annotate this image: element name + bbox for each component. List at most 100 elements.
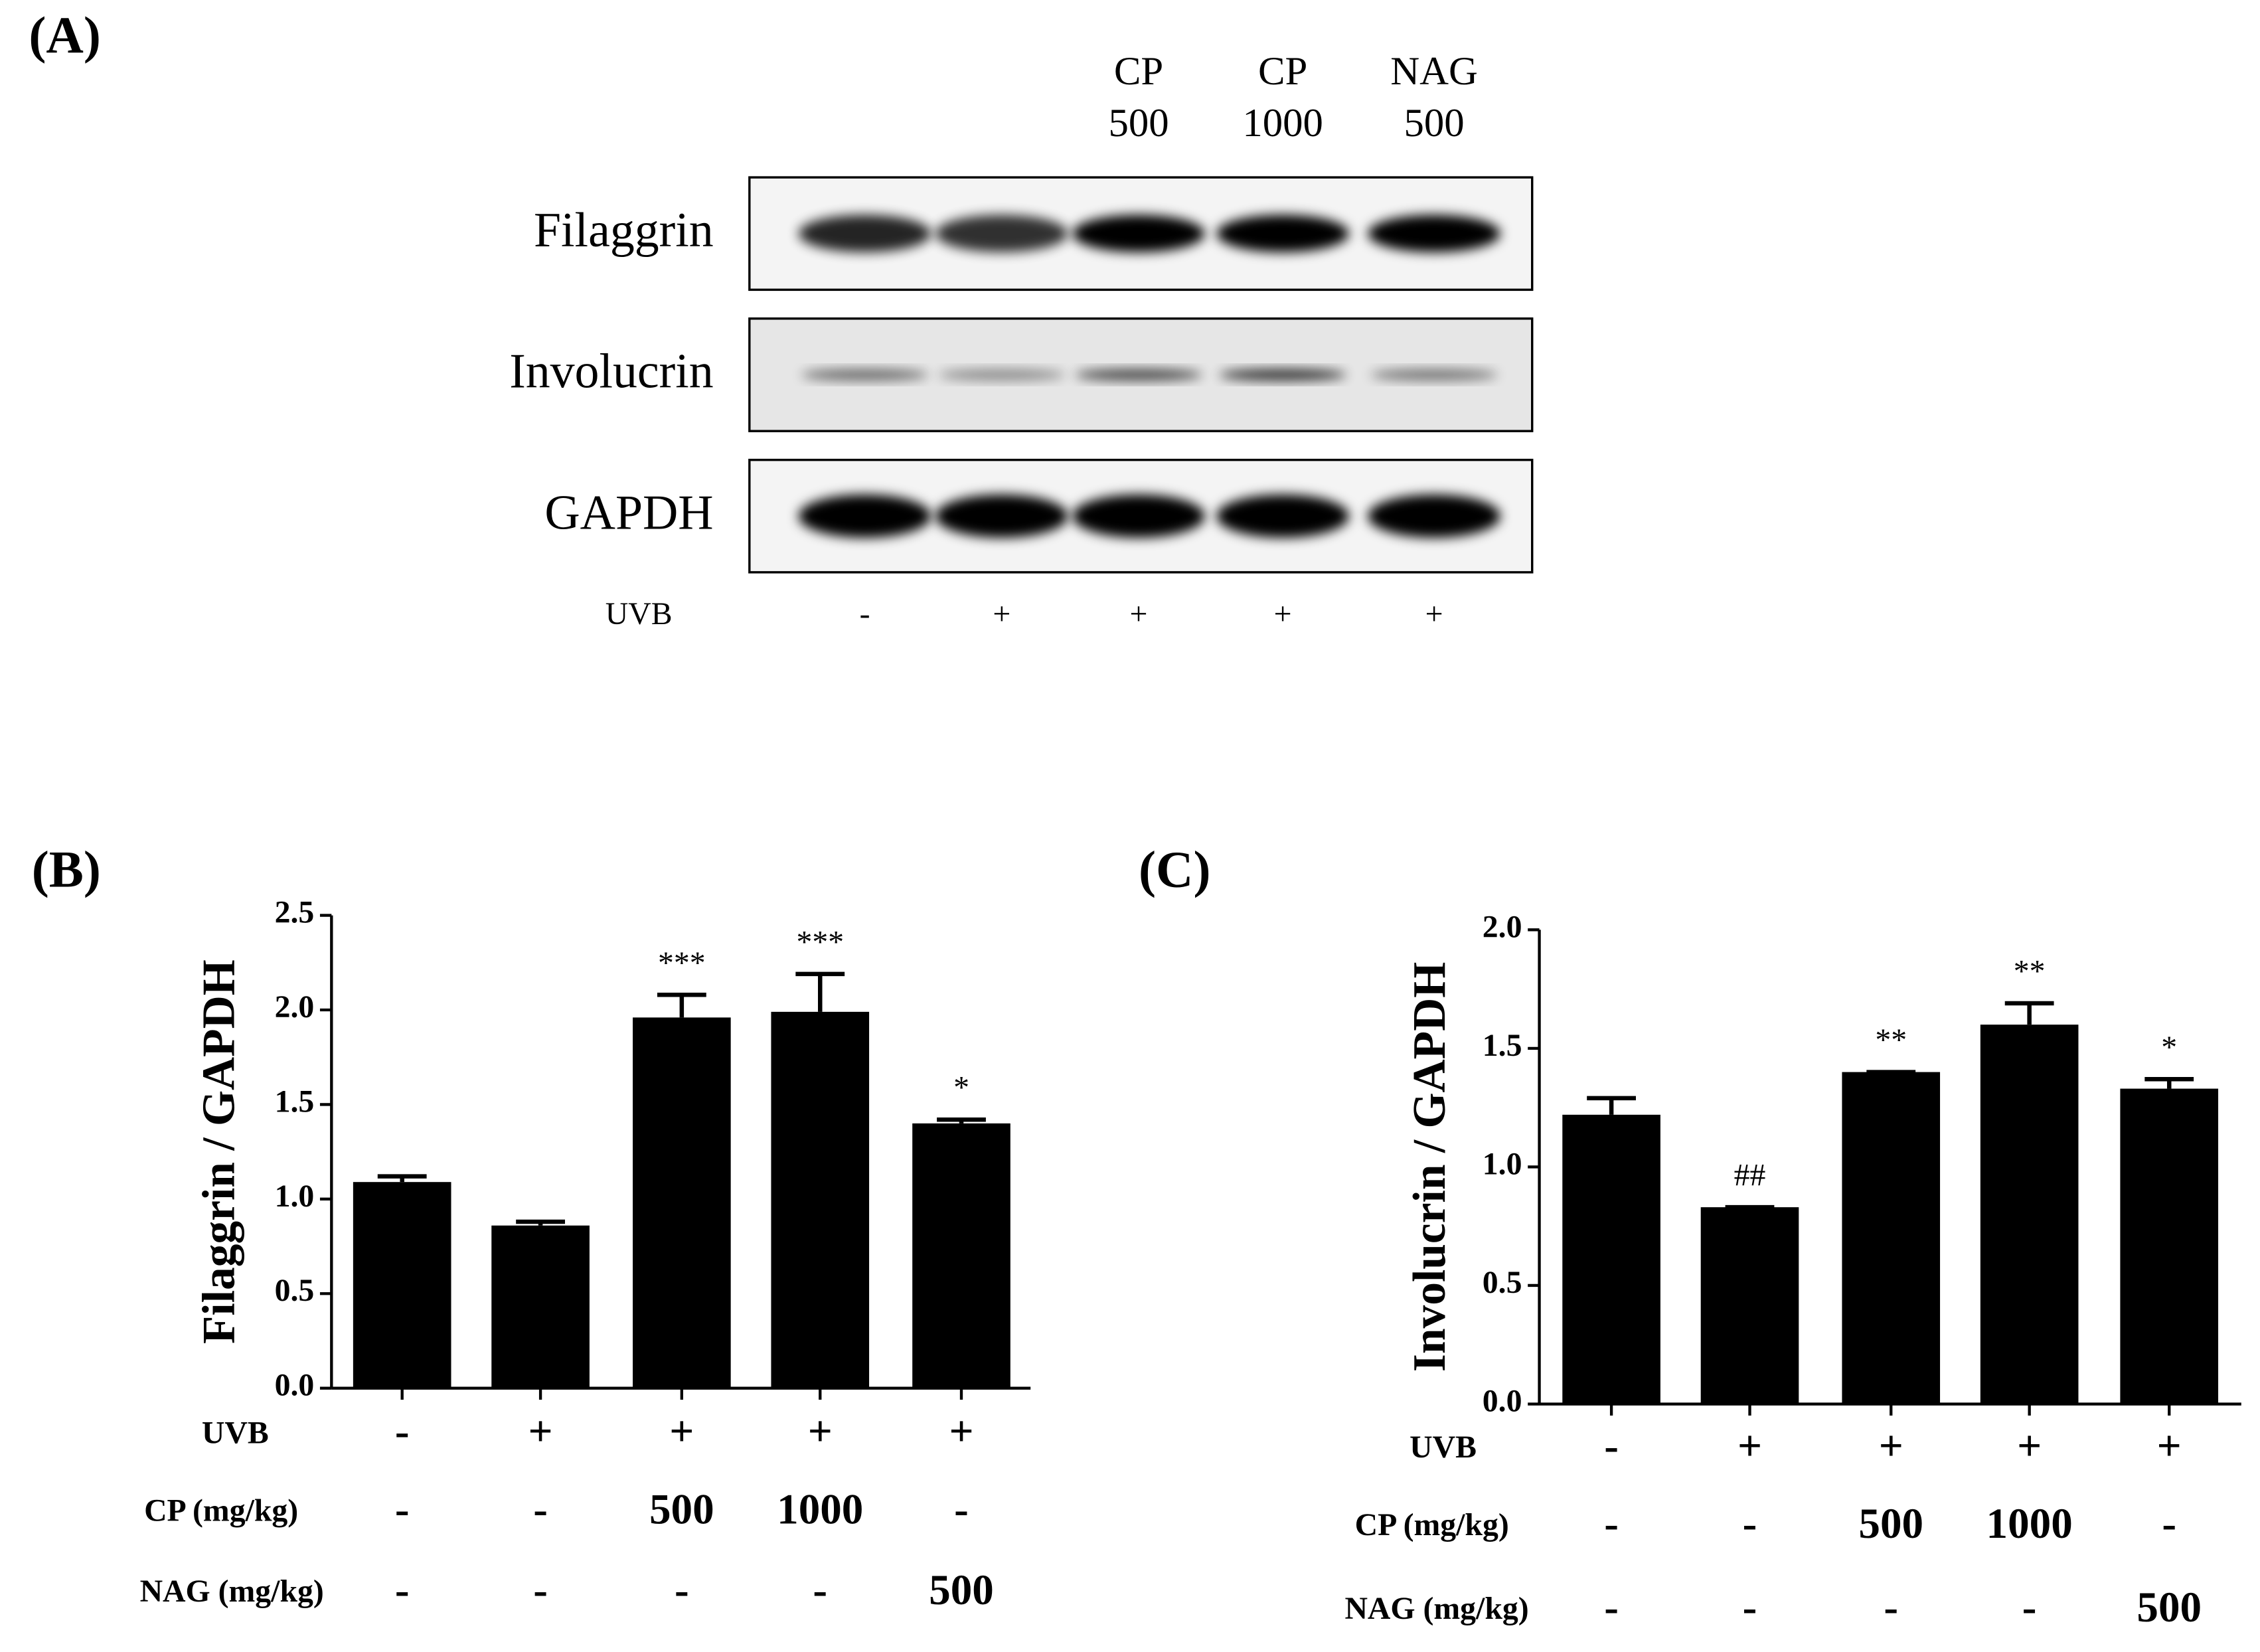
treatment-label: CP (mg/kg) (1355, 1507, 1509, 1542)
blot-band (1216, 494, 1349, 538)
chart-title: (B) (32, 841, 101, 898)
significance-label: *** (796, 924, 844, 959)
treatment-value: - (2022, 1584, 2037, 1631)
blot-frame (748, 458, 1534, 574)
lane-header: 500 (1404, 101, 1464, 145)
blot-band (1216, 214, 1349, 252)
blot-band (798, 214, 931, 252)
y-tick-label: 0.5 (1483, 1265, 1522, 1300)
y-tick-label: 1.5 (1483, 1028, 1522, 1063)
lane-header: 1000 (1242, 101, 1323, 145)
treatment-value: - (675, 1566, 689, 1614)
y-tick-label: 1.5 (275, 1084, 315, 1119)
treatment-label: NAG (mg/kg) (1344, 1591, 1528, 1626)
treatment-value: - (1604, 1500, 1619, 1548)
blot-band (798, 494, 931, 538)
treatment-value: - (1743, 1584, 1757, 1631)
treatment-value: - (813, 1566, 827, 1614)
bar (633, 1017, 731, 1388)
treatment-label: UVB (605, 596, 673, 631)
treatment-value: - (1604, 1422, 1619, 1470)
bar (771, 1011, 870, 1388)
treatment-value: + (808, 1408, 833, 1455)
treatment-value: - (1884, 1584, 1898, 1631)
bar (1700, 1207, 1799, 1404)
treatment-value: - (533, 1566, 548, 1614)
blot-frame (748, 176, 1534, 291)
treatment-value: - (860, 596, 870, 631)
treatment-value: - (395, 1485, 410, 1533)
blot-row-label: Filaggrin (534, 203, 714, 257)
treatment-value: 500 (929, 1566, 994, 1614)
y-tick-label: 0.0 (275, 1368, 315, 1403)
treatment-value: - (2162, 1500, 2176, 1548)
y-tick-label: 1.0 (1483, 1146, 1522, 1181)
y-tick-label: 2.5 (275, 895, 315, 930)
significance-label: * (953, 1070, 969, 1106)
treatment-label: UVB (202, 1415, 269, 1450)
lane-header: 500 (1108, 101, 1169, 145)
y-tick-label: 2.0 (1483, 909, 1522, 944)
treatment-label: NAG (mg/kg) (140, 1574, 324, 1609)
treatment-value: - (1604, 1584, 1619, 1631)
treatment-value: - (1743, 1500, 1757, 1548)
bar (1980, 1025, 2079, 1404)
treatment-value: + (993, 596, 1010, 631)
y-axis-label: Filaggrin / GAPDH (193, 959, 244, 1344)
y-tick-label: 2.0 (275, 989, 315, 1025)
treatment-value: 1000 (777, 1485, 863, 1533)
significance-label: *** (658, 946, 706, 981)
treatment-value: - (533, 1485, 548, 1533)
treatment-value: + (1130, 596, 1148, 631)
treatment-value: - (954, 1485, 969, 1533)
bar (491, 1225, 590, 1388)
treatment-value: + (669, 1408, 694, 1455)
bar (2120, 1088, 2219, 1404)
blot-band (1075, 369, 1202, 381)
blot-band (935, 214, 1068, 252)
blot-band (935, 494, 1068, 538)
treatment-value: + (949, 1408, 973, 1455)
blot-band (1072, 214, 1205, 252)
blot-row-label: Involucrin (509, 344, 713, 398)
treatment-label: UVB (1410, 1430, 1477, 1465)
y-axis-label: Involucrin / GAPDH (1404, 962, 1455, 1372)
significance-label: ** (1875, 1023, 1907, 1058)
lane-header: CP (1114, 49, 1163, 94)
treatment-value: + (2017, 1422, 2042, 1470)
y-tick-label: 1.0 (275, 1179, 315, 1214)
treatment-value: 1000 (1986, 1500, 2073, 1548)
blot-band (801, 369, 929, 381)
y-tick-label: 0.5 (275, 1273, 315, 1308)
blot-band (1219, 369, 1346, 381)
treatment-value: 500 (1858, 1500, 1923, 1548)
blot-row-label: GAPDH (544, 485, 713, 539)
y-tick-label: 0.0 (1483, 1383, 1522, 1418)
treatment-value: + (1274, 596, 1292, 631)
blot-frame (748, 317, 1534, 432)
treatment-value: + (1425, 596, 1443, 631)
lane-header: NAG (1390, 49, 1478, 94)
significance-label: ## (1734, 1158, 1766, 1193)
treatment-value: + (1879, 1422, 1903, 1470)
blot-band (1370, 369, 1498, 381)
significance-label: * (2161, 1030, 2177, 1065)
treatment-value: - (395, 1566, 410, 1614)
bar (912, 1123, 1010, 1388)
treatment-value: + (528, 1408, 553, 1455)
treatment-value: + (1737, 1422, 1762, 1470)
blot-band (1072, 494, 1205, 538)
treatment-value: - (395, 1408, 410, 1455)
significance-label: ** (2014, 954, 2046, 989)
treatment-value: 500 (2137, 1584, 2202, 1631)
bar (353, 1182, 451, 1388)
treatment-value: 500 (649, 1485, 714, 1533)
bar (1842, 1072, 1941, 1404)
blot-band (938, 369, 1066, 381)
panel-label: (A) (29, 6, 100, 64)
treatment-label: CP (mg/kg) (144, 1493, 298, 1528)
lane-header: CP (1258, 49, 1307, 94)
blot-band (1368, 494, 1500, 538)
